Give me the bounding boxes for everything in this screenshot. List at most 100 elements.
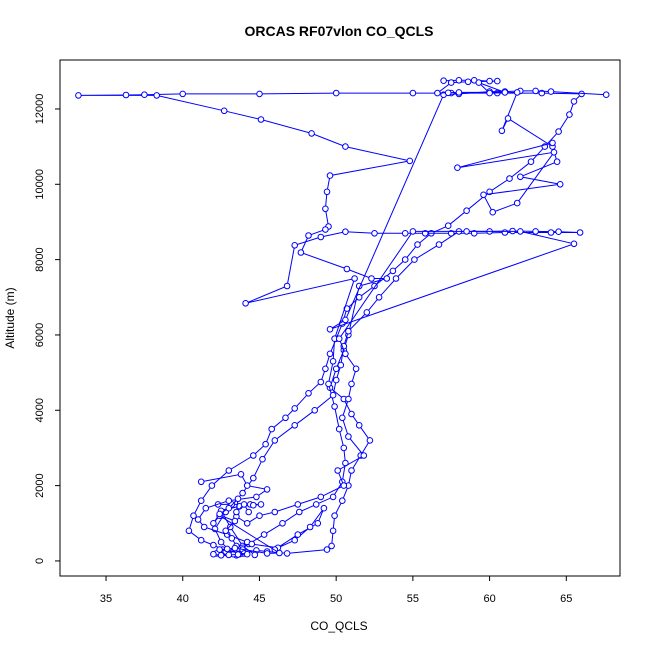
data-point [185, 527, 193, 535]
data-point [197, 478, 205, 486]
data-point [326, 350, 334, 358]
data-point [337, 361, 345, 369]
y-tick-label: 8000 [34, 247, 46, 271]
data-point [463, 228, 470, 235]
data-point [447, 79, 455, 86]
data-point [342, 143, 349, 150]
data-point [243, 550, 251, 558]
data-point [194, 516, 202, 523]
x-tick-label: 55 [407, 593, 419, 605]
data-point [329, 358, 337, 365]
y-axis: 0 2000 4000 6000 8000 10000 12000 [34, 94, 60, 564]
data-point [464, 78, 472, 86]
data-point [294, 531, 302, 538]
data-point [179, 90, 186, 98]
data-point [406, 157, 414, 165]
data-point [475, 79, 483, 86]
data-point [231, 517, 239, 525]
data-point [259, 455, 266, 463]
data-point [339, 497, 346, 505]
data-point [501, 229, 509, 236]
data-point [409, 89, 417, 97]
data-point [440, 77, 447, 84]
data-point [323, 546, 331, 553]
data-point [325, 380, 332, 388]
data-point [216, 546, 223, 553]
data-point [282, 414, 289, 422]
data-point [486, 77, 493, 85]
data-point [243, 520, 251, 527]
data-point [234, 551, 242, 558]
y-axis-label: Altitude (m) [3, 287, 17, 348]
data-point [332, 365, 340, 373]
data-point [279, 520, 286, 527]
data-point [363, 309, 371, 316]
data-point [392, 275, 400, 282]
data-point [383, 275, 391, 282]
data-point [208, 482, 216, 489]
data-point [348, 410, 355, 418]
data-point [434, 89, 441, 97]
data-point [225, 497, 233, 505]
x-tick-label: 60 [483, 593, 495, 605]
data-point [602, 91, 610, 98]
data-point [352, 365, 360, 373]
series-8 [210, 495, 283, 559]
data-point [334, 467, 342, 474]
data-point [355, 422, 363, 429]
data-point [454, 164, 461, 171]
data-point [547, 88, 555, 95]
data-point [555, 128, 562, 135]
data-point [262, 440, 269, 448]
series-line [197, 473, 269, 554]
y-tick-label: 12000 [34, 94, 46, 125]
data-point [345, 327, 352, 335]
data-point [253, 493, 260, 501]
data-point [245, 508, 252, 516]
data-point [570, 98, 578, 105]
data-point [243, 482, 251, 489]
data-point [328, 542, 335, 550]
data-point [329, 493, 337, 501]
data-point [513, 89, 521, 96]
data-point [260, 531, 268, 538]
data-point [256, 90, 263, 98]
data-point [345, 395, 352, 403]
plot-frame [59, 59, 621, 577]
data-point [342, 228, 349, 235]
data-point [322, 365, 329, 373]
data-point [223, 545, 231, 553]
data-point [414, 241, 421, 248]
data-point [444, 89, 452, 97]
data-point [227, 523, 234, 531]
data-point [351, 275, 358, 282]
data-point [549, 139, 556, 147]
data-point [517, 228, 524, 235]
x-tick-label: 50 [330, 593, 342, 605]
data-point [332, 376, 340, 384]
data-point [532, 87, 539, 95]
data-point [368, 275, 375, 282]
data-point [210, 550, 217, 558]
data-point [228, 535, 236, 542]
chart-title: ORCAS RF07vlon CO_QCLS [244, 23, 433, 39]
data-point [197, 536, 205, 544]
data-point [331, 512, 338, 520]
data-point [555, 228, 562, 235]
data-point [486, 89, 493, 97]
data-point [326, 326, 334, 333]
data-point [348, 380, 355, 388]
data-point [250, 501, 257, 509]
series-line [236, 90, 607, 524]
data-point [553, 158, 561, 165]
data-point [283, 282, 291, 290]
data-point [401, 256, 409, 263]
data-point [317, 493, 325, 501]
data-point [263, 550, 271, 557]
data-point [342, 350, 349, 358]
data-point [291, 536, 299, 544]
data-point [340, 482, 348, 489]
data-point [366, 437, 374, 444]
data-point [268, 425, 276, 433]
